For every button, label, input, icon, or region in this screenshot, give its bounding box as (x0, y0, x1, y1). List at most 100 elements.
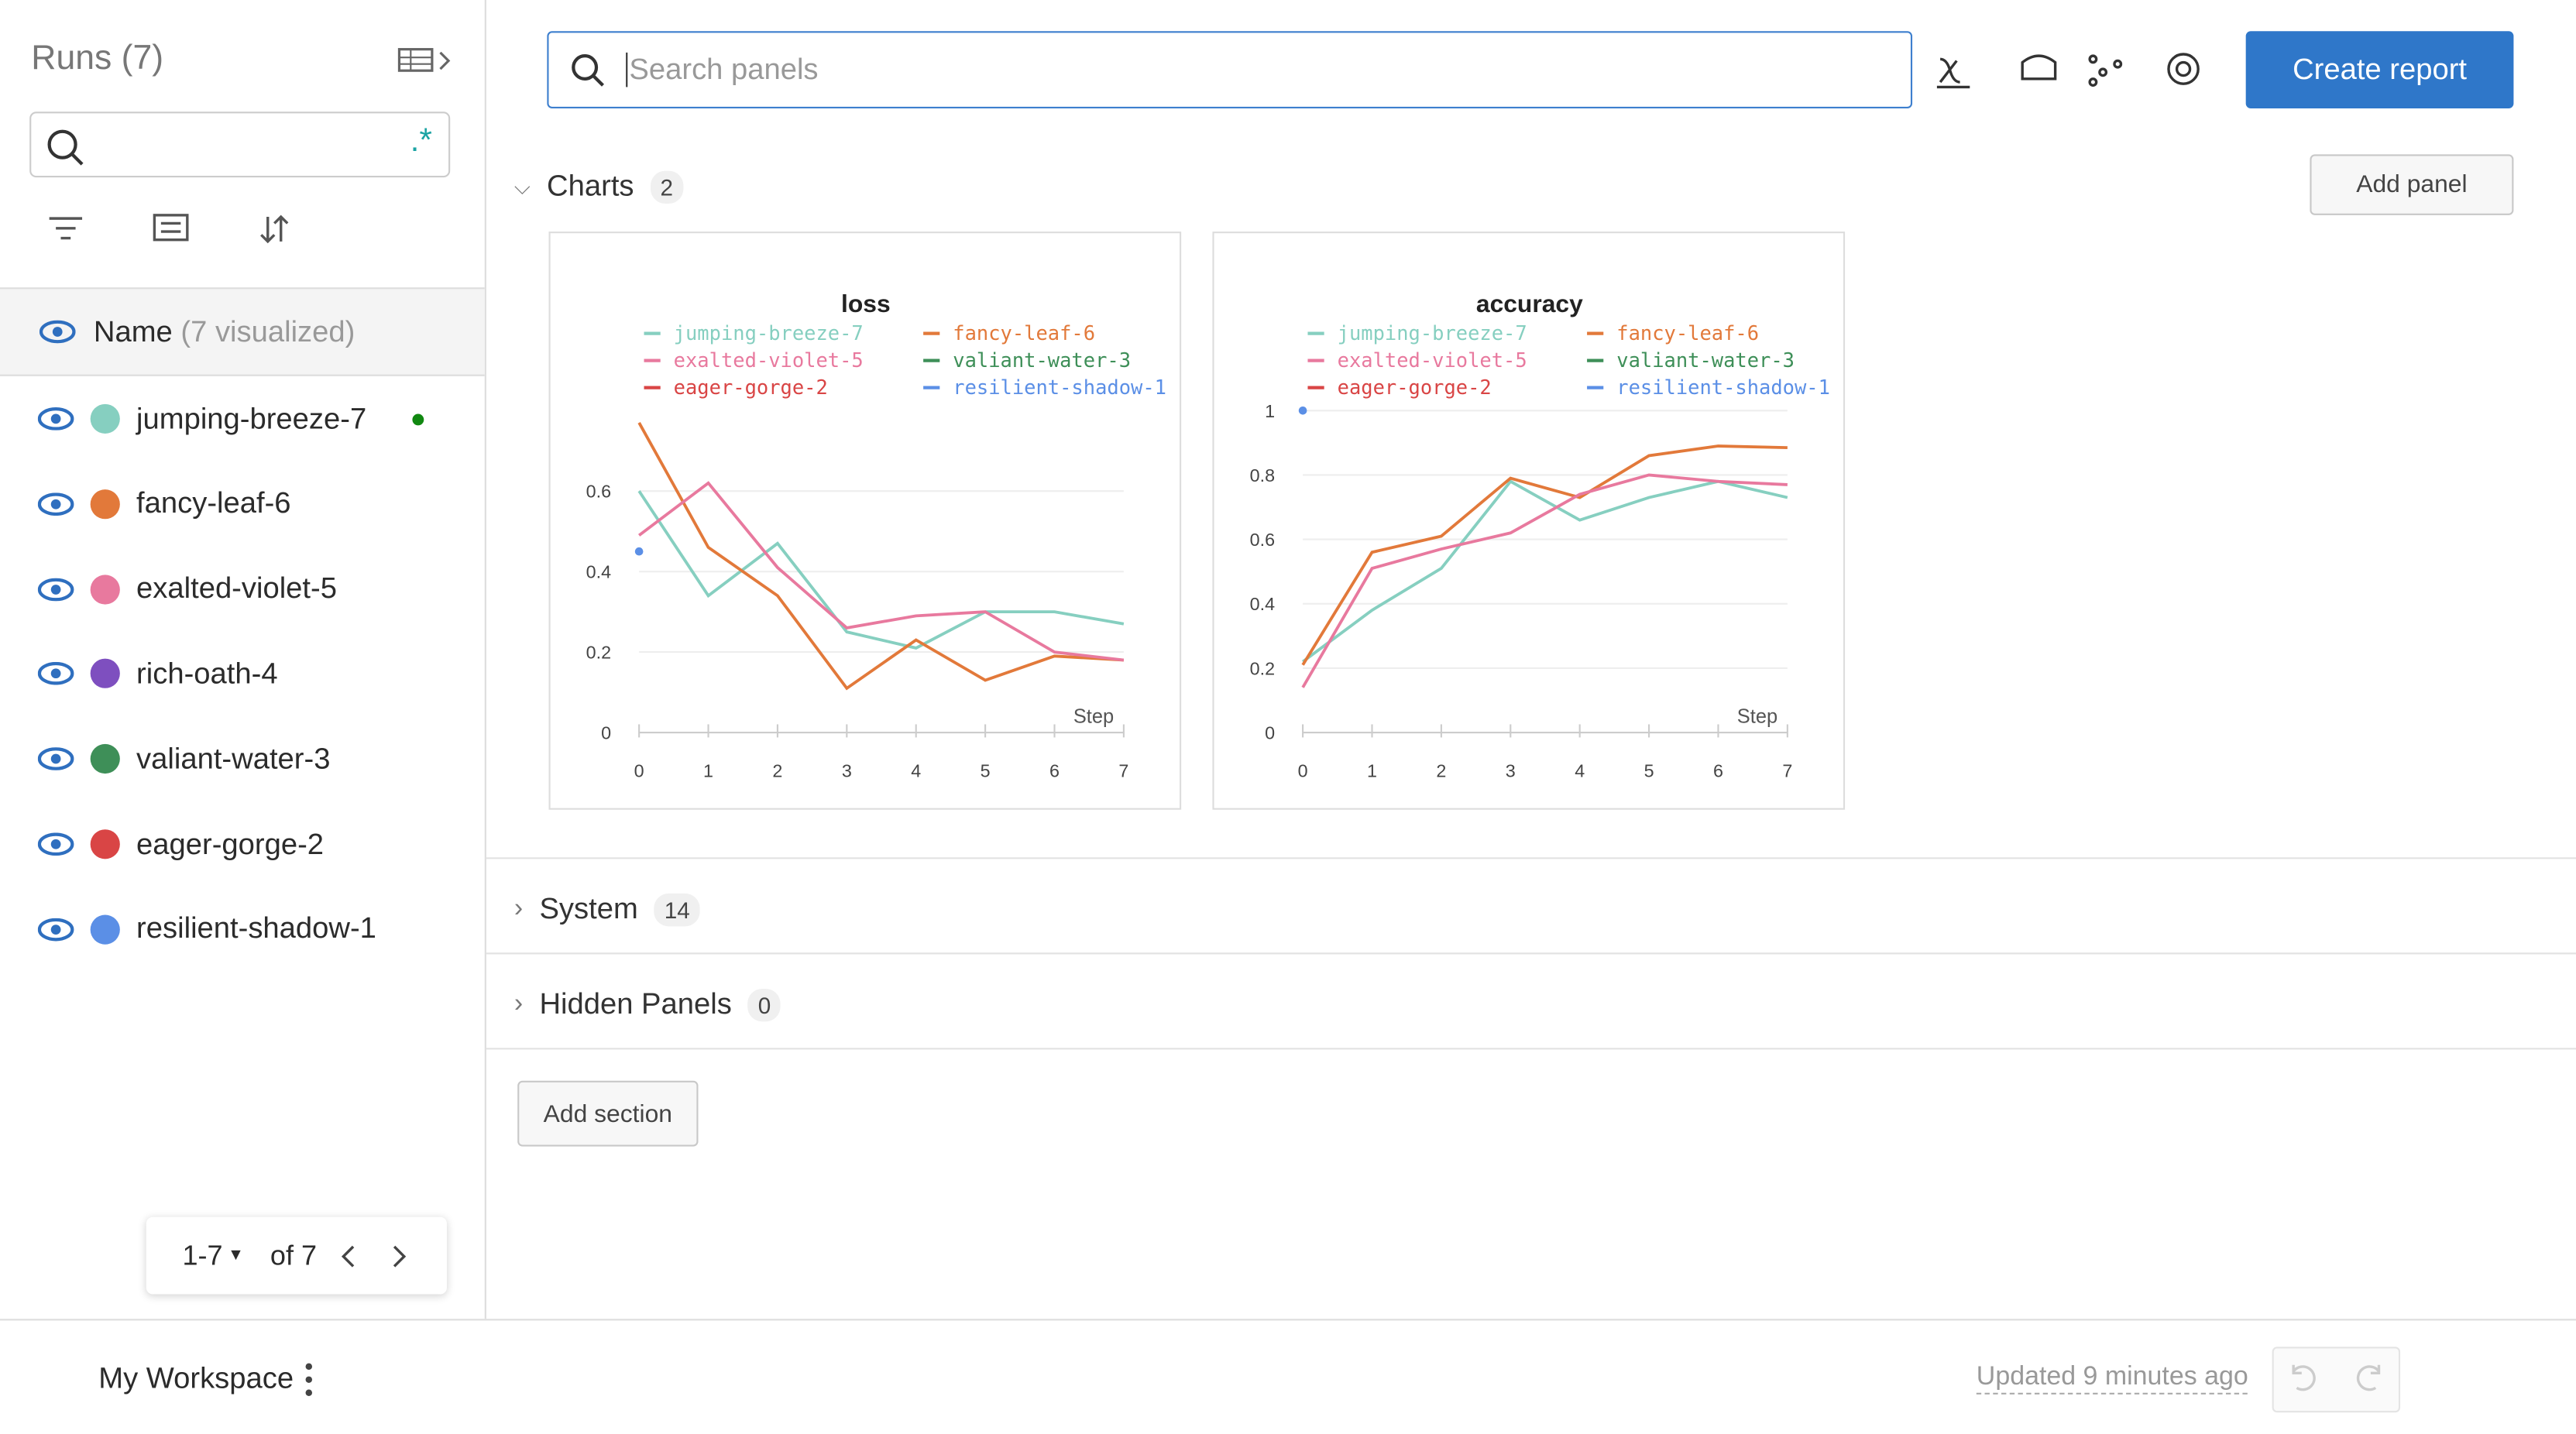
series-line (637, 490, 1125, 650)
y-tick-label: 0.6 (1250, 530, 1275, 550)
y-tick-label: 0.4 (586, 562, 611, 582)
page-arrows[interactable] (337, 1243, 419, 1269)
eye-icon[interactable] (37, 918, 74, 942)
legend-label: valiant-water-3 (953, 349, 1131, 372)
chart: accuracy jumping-breeze-7 fancy-leaf-6 exal… (1250, 290, 1830, 780)
run-name: exalted-violet-5 (136, 571, 337, 605)
legend-label: resilient-shadow-1 (953, 376, 1166, 400)
table-toggle[interactable] (397, 46, 453, 75)
x-tick-label: 0 (1298, 760, 1308, 780)
search-placeholder: Search panels (626, 52, 819, 87)
name-header: Name (7 visualized) (0, 287, 485, 376)
eye-icon[interactable] (37, 832, 74, 856)
add-section-button[interactable]: Add section (517, 1080, 699, 1147)
chart-title: accuracy (1476, 290, 1583, 317)
y-tick-label: 0 (1265, 723, 1275, 743)
x-tick-label: 1 (703, 760, 713, 780)
x-tick-label: 5 (1644, 760, 1654, 780)
run-name: resilient-shadow-1 (136, 911, 376, 945)
section-name: Charts (547, 169, 634, 202)
series-line (1301, 479, 1788, 664)
chart-panel: loss jumping-breeze-7 fancy-leaf-6 exalted-… (548, 232, 1182, 810)
x-tick-label: 7 (1118, 760, 1128, 780)
add-panel-button[interactable]: Add panel (2310, 154, 2514, 215)
x-tick-label: 2 (1436, 760, 1446, 780)
toolbar-icons[interactable] (1932, 50, 2212, 92)
series-line (637, 481, 1125, 662)
run-name: rich-oath-4 (136, 657, 278, 690)
eye-icon[interactable] (37, 747, 74, 771)
sidebar-tools (49, 214, 289, 244)
footer: My Workspace Updated 9 minutes ago (0, 1319, 2576, 1434)
y-tick-label: 0.6 (586, 482, 611, 502)
legend-label: eager-gorge-2 (1338, 376, 1492, 400)
section-name: System (539, 891, 638, 925)
run-search[interactable]: .* (29, 111, 451, 178)
undo-redo[interactable] (2272, 1347, 2401, 1413)
section[interactable]: › System 14 (486, 857, 2576, 952)
chart-title: loss (841, 290, 891, 317)
y-tick-label: 0.2 (586, 643, 611, 663)
panel-search[interactable]: Search panels (547, 31, 1913, 108)
legend-label: fancy-leaf-6 (1616, 322, 1759, 345)
x-tick-label: 1 (1367, 760, 1377, 780)
workspace-name[interactable]: My Workspace (98, 1361, 294, 1395)
chart-panel: accuracy jumping-breeze-7 fancy-leaf-6 exal… (1212, 232, 1846, 810)
pager: 1-7 ▼ of 7 (146, 1217, 447, 1295)
run-name: jumping-breeze-7 (136, 401, 367, 435)
run-color (90, 574, 120, 604)
eye-icon[interactable] (37, 662, 74, 686)
eye-icon[interactable] (39, 320, 76, 344)
legend-label: exalted-violet-5 (1338, 349, 1527, 372)
search-icon (572, 53, 604, 87)
y-tick-label: 1 (1265, 401, 1275, 421)
regex-toggle[interactable]: .* (410, 123, 432, 160)
run-row: resilient-shadow-1 (0, 887, 485, 972)
eye-icon[interactable] (37, 407, 74, 431)
search-icon (47, 129, 84, 166)
section-header[interactable]: ⌵ Charts 2 (514, 169, 683, 204)
eye-icon[interactable] (37, 577, 74, 601)
series-line (1301, 444, 1788, 666)
section[interactable]: › Hidden Panels 0 (486, 952, 2576, 1050)
run-row: rich-oath-4 (0, 631, 485, 716)
x-axis-label: Step (1737, 705, 1777, 727)
y-tick-label: 0.2 (1250, 658, 1275, 678)
series-line (637, 421, 1125, 691)
y-tick-label: 0.8 (1250, 465, 1275, 485)
page-total: of 7 (270, 1239, 318, 1271)
create-report-button[interactable]: Create report (2245, 31, 2514, 108)
visualized-count: (7 visualized) (180, 314, 355, 348)
section-count: 0 (748, 987, 781, 1021)
x-tick-label: 6 (1713, 760, 1723, 780)
active-dot (412, 413, 424, 425)
chart: loss jumping-breeze-7 fancy-leaf-6 exalted-… (586, 290, 1166, 780)
x-tick-label: 3 (842, 760, 852, 780)
section-count: 2 (650, 170, 683, 203)
legend-label: fancy-leaf-6 (953, 322, 1095, 345)
sidebar: Runs (7) .* Name (7 visualized) jumping-… (0, 0, 486, 1319)
x-tick-label: 2 (772, 760, 782, 780)
run-color (90, 403, 120, 434)
point (634, 547, 644, 556)
workspace-menu[interactable] (302, 1361, 315, 1398)
x-tick-label: 0 (634, 760, 644, 780)
run-name: fancy-leaf-6 (136, 486, 291, 520)
page-range[interactable]: 1-7 (182, 1239, 223, 1271)
x-tick-label: 4 (911, 760, 921, 780)
legend-label: jumping-breeze-7 (1338, 322, 1527, 345)
run-color (90, 914, 120, 945)
run-row: fancy-leaf-6 (0, 461, 485, 547)
x-tick-label: 6 (1049, 760, 1060, 780)
run-color (90, 829, 120, 859)
run-row: jumping-breeze-7 (0, 376, 485, 461)
x-tick-label: 7 (1782, 760, 1792, 780)
x-tick-label: 5 (981, 760, 991, 780)
section-count: 14 (654, 892, 700, 926)
run-row: exalted-violet-5 (0, 546, 485, 631)
eye-icon[interactable] (37, 492, 74, 516)
run-row: valiant-water-3 (0, 716, 485, 801)
updated-time: Updated 9 minutes ago (1976, 1364, 2248, 1395)
series-line (1301, 473, 1788, 688)
